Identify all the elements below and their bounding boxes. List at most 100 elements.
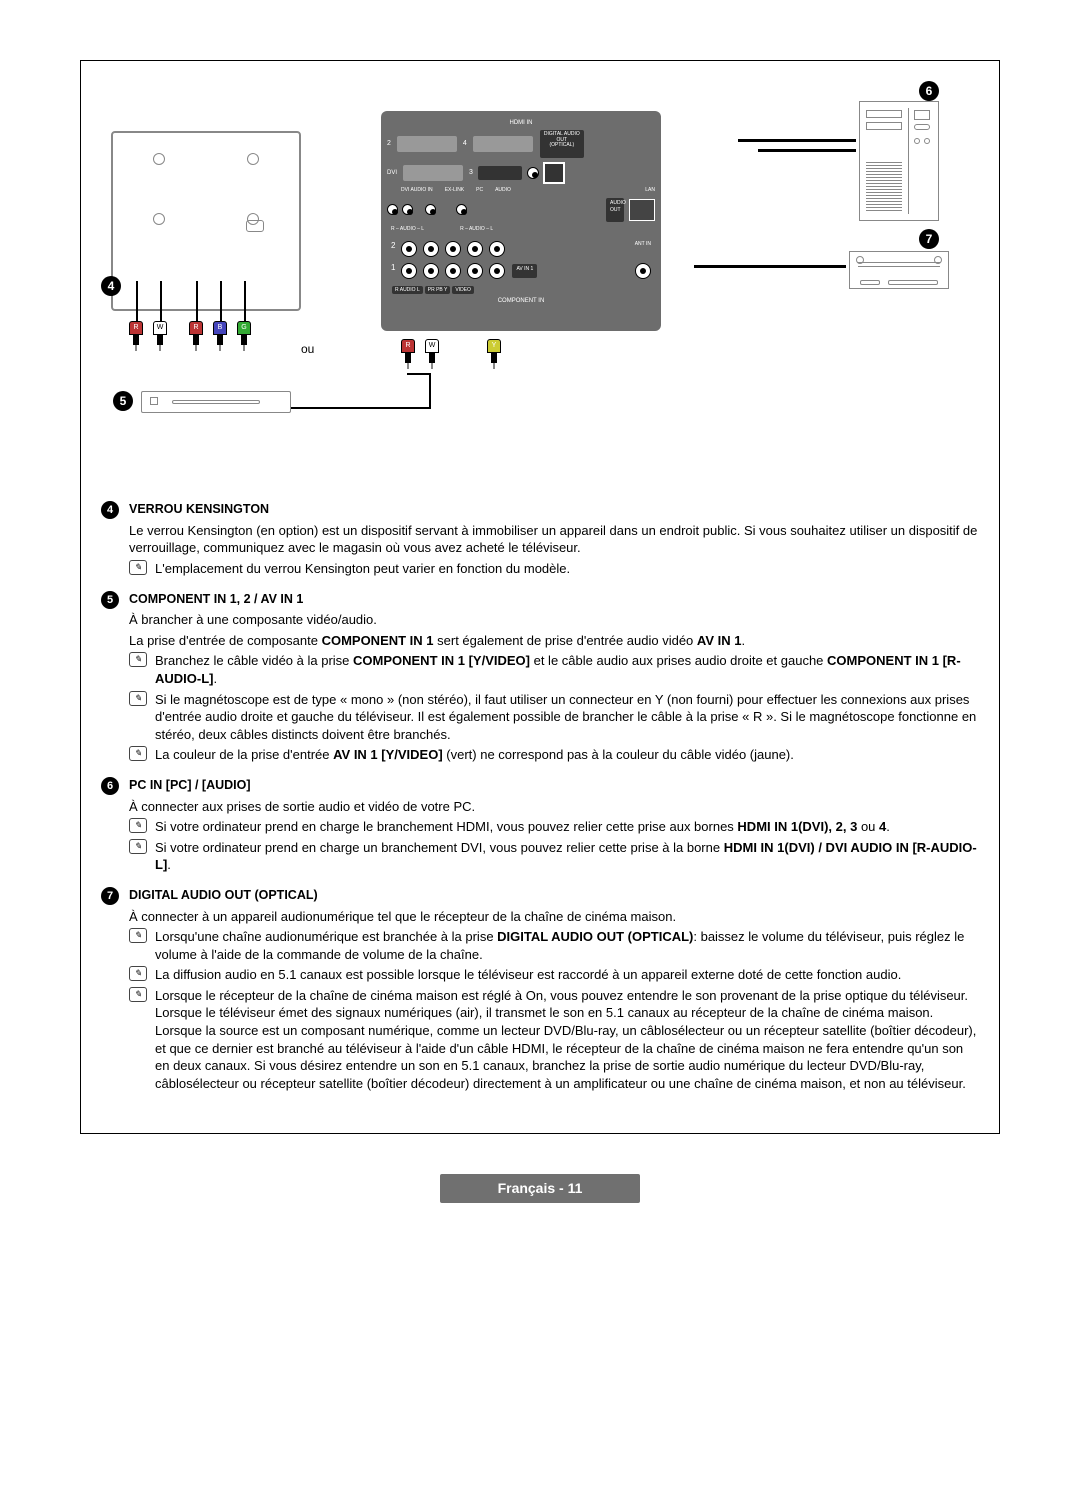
rca-port [402, 204, 413, 215]
rca-port [489, 263, 505, 279]
optical-port [543, 162, 565, 184]
cable-optical [694, 265, 846, 268]
optical-label: DIGITAL AUDIO OUT (OPTICAL) [540, 130, 584, 158]
section-paragraph: La prise d'entrée de composante COMPONEN… [129, 632, 979, 650]
note-text: Si votre ordinateur prend en charge le b… [155, 818, 979, 836]
cable-pc [738, 139, 856, 142]
mount-holes-top [143, 153, 269, 193]
pc-tower [859, 101, 939, 221]
hdmi-port [473, 136, 533, 152]
note-text: Lorsque le récepteur de la chaîne de cin… [155, 987, 979, 1092]
mount-holes-bottom [143, 213, 269, 253]
callout-6: 6 [919, 81, 939, 101]
rca-port [387, 204, 398, 215]
av-receiver [849, 251, 949, 289]
hdmi-port [397, 136, 457, 152]
or-label: ou [301, 341, 314, 357]
dvi-audio-label: DVI AUDIO IN [401, 187, 433, 194]
rca-port [401, 263, 417, 279]
page-frame: 4 5 6 7 HDMI IN 2 4 DIGITAL AUDIO OUT (O… [80, 60, 1000, 1134]
note-icon: ✎ [129, 652, 147, 667]
ant-port [635, 263, 651, 279]
component-plugs-top2: R B G [189, 321, 251, 349]
note: ✎ Lorsqu'une chaîne audionumérique est br… [129, 928, 979, 963]
ant-in-label: ANT IN [635, 241, 651, 257]
lan-port [629, 199, 655, 221]
note-text: Si le magnétoscope est de type « mono » … [155, 691, 979, 744]
note-icon: ✎ [129, 560, 147, 575]
section-body: PC IN [PC] / [AUDIO]À connecter aux pris… [129, 777, 979, 877]
section-number: 6 [101, 777, 119, 795]
note-icon: ✎ [129, 928, 147, 943]
component-in-label: COMPONENT IN [387, 297, 655, 305]
vga-port [478, 166, 522, 180]
note-icon: ✎ [129, 839, 147, 854]
rca-port [401, 241, 417, 257]
section-title: DIGITAL AUDIO OUT (OPTICAL) [129, 887, 979, 904]
rca-port [425, 204, 436, 215]
connection-diagram: 4 5 6 7 HDMI IN 2 4 DIGITAL AUDIO OUT (O… [101, 81, 979, 481]
footer-language: Français [498, 1180, 556, 1196]
hdmi-in-label: HDMI IN [387, 119, 655, 127]
note-icon: ✎ [129, 966, 147, 981]
note-text: Branchez le câble vidéo à la prise COMPO… [155, 652, 979, 687]
section-paragraph: À connecter à un appareil audionumérique… [129, 908, 979, 926]
note: ✎ Si votre ordinateur prend en charge le … [129, 818, 979, 836]
section-title: VERROU KENSINGTON [129, 501, 979, 518]
footer-page: 11 [568, 1180, 583, 1196]
rca-port [445, 263, 461, 279]
callout-7: 7 [919, 229, 939, 249]
section: 4 VERROU KENSINGTON Le verrou Kensington (… [101, 501, 979, 581]
note-text: Si votre ordinateur prend en charge un b… [155, 839, 979, 874]
note: ✎La couleur de la prise d'entrée AV IN 1… [129, 746, 979, 764]
audio-label: AUDIO [495, 187, 511, 194]
section: 6 PC IN [PC] / [AUDIO]À connecter aux pri… [101, 777, 979, 877]
rca-port [467, 263, 483, 279]
hdmi-port [403, 165, 463, 181]
rca-port [423, 263, 439, 279]
section: 5COMPONENT IN 1, 2 / AV IN 1À brancher à… [101, 591, 979, 767]
audio-lr-label: R – AUDIO – L [391, 226, 424, 233]
component-plugs-top: R W [129, 321, 167, 349]
note-text: La diffusion audio en 5.1 canaux est pos… [155, 966, 979, 984]
rca-port [423, 241, 439, 257]
section-number: 7 [101, 887, 119, 905]
video-label: VIDEO [452, 286, 474, 295]
note: ✎ Si le magnétoscope est de type « mono »… [129, 691, 979, 744]
note-text: La couleur de la prise d'entrée AV IN 1 … [155, 746, 979, 764]
io-panel: HDMI IN 2 4 DIGITAL AUDIO OUT (OPTICAL) … [381, 111, 661, 331]
content-sections: 4 VERROU KENSINGTON Le verrou Kensington (… [101, 501, 979, 1103]
kensington-slot [246, 220, 264, 232]
section-paragraph: À brancher à une composante vidéo/audio. [129, 611, 979, 629]
rca-port [489, 241, 505, 257]
av-plugs-bottom: R W Y [401, 339, 501, 367]
section: 7 DIGITAL AUDIO OUT (OPTICAL) À connecter … [101, 887, 979, 1095]
lan-label: LAN [645, 187, 655, 194]
callout-5: 5 [113, 391, 133, 411]
note-icon: ✎ [129, 818, 147, 833]
dvd-player [141, 391, 291, 413]
section-paragraph: Le verrou Kensington (en option) est un … [129, 522, 979, 557]
note: ✎ Si votre ordinateur prend en charge un … [129, 839, 979, 874]
callout-4: 4 [101, 276, 121, 296]
section-number: 5 [101, 591, 119, 609]
note-text: Lorsqu'une chaîne audionumérique est bra… [155, 928, 979, 963]
section-body: DIGITAL AUDIO OUT (OPTICAL) À connecter à… [129, 887, 979, 1095]
note-icon: ✎ [129, 987, 147, 1002]
note-icon: ✎ [129, 691, 147, 706]
av-in1-label: AV IN 1 [512, 264, 537, 278]
rca-port [456, 204, 467, 215]
exlink-label: EX-LINK [445, 187, 464, 194]
pc-label: PC [476, 187, 483, 194]
audio-jack [527, 167, 539, 179]
dvi-label: DVI [387, 169, 397, 177]
rca-port [467, 241, 483, 257]
cable-pc-audio [758, 149, 856, 152]
section-number: 4 [101, 501, 119, 519]
section-paragraph: À connecter aux prises de sortie audio e… [129, 798, 979, 816]
note: ✎L'emplacement du verrou Kensington peut… [129, 560, 979, 578]
section-body: VERROU KENSINGTON Le verrou Kensington (e… [129, 501, 979, 581]
note: ✎ Lorsque le récepteur de la chaîne de ci… [129, 987, 979, 1092]
note: ✎ La diffusion audio en 5.1 canaux est po… [129, 966, 979, 984]
note: ✎ Branchez le câble vidéo à la prise COMP… [129, 652, 979, 687]
